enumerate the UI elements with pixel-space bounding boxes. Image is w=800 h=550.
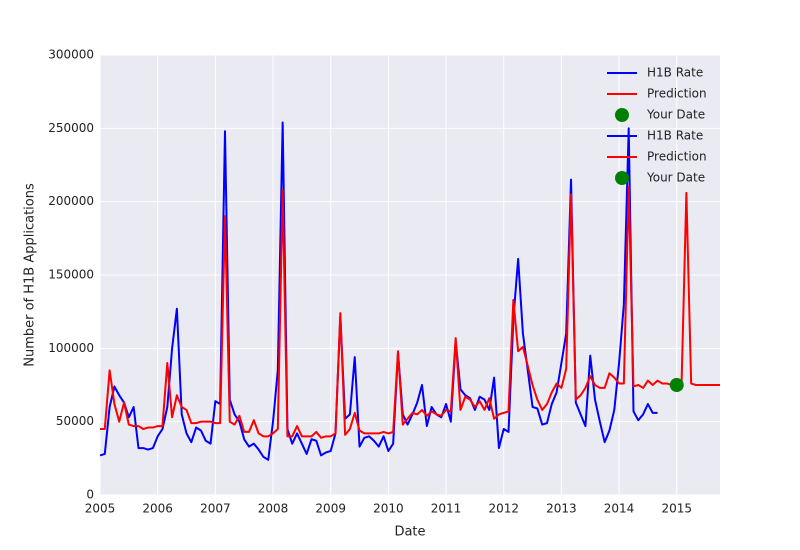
x-tick-label: 2015 (661, 502, 692, 516)
legend-label: Your Date (646, 108, 705, 122)
scatter-point (669, 378, 684, 392)
legend-marker (615, 108, 629, 122)
series-line (100, 186, 720, 439)
x-tick-label: 2014 (604, 502, 635, 516)
x-axis-label: Date (394, 525, 425, 540)
legend-label: H1B Rate (647, 66, 703, 80)
series-line (99, 121, 658, 461)
y-tick-label: 150000 (48, 268, 94, 282)
x-tick-label: 2006 (142, 502, 173, 516)
legend-label: Your Date (646, 171, 705, 185)
x-tick-label: 2013 (546, 502, 577, 516)
y-tick-label: 100000 (48, 341, 94, 355)
y-tick-label: 250000 (48, 121, 94, 135)
legend-label: H1B Rate (647, 129, 703, 143)
x-tick-label: 2010 (373, 502, 404, 516)
y-tick-label: 50000 (56, 414, 94, 428)
y-tick-label: 0 (86, 488, 94, 502)
y-tick-label: 200000 (48, 194, 94, 208)
x-tick-label: 2012 (488, 502, 519, 516)
x-tick-label: 2007 (200, 502, 231, 516)
x-tick-label: 2011 (431, 502, 462, 516)
legend-label: Prediction (647, 87, 707, 101)
x-tick-label: 2008 (258, 502, 289, 516)
y-tick-label: 300000 (48, 48, 94, 62)
y-axis-label: Number of H1B Applications (23, 183, 38, 367)
x-tick-label: 2005 (85, 502, 116, 516)
legend-label: Prediction (647, 150, 707, 164)
legend-marker (615, 171, 629, 185)
x-tick-label: 2009 (315, 502, 346, 516)
